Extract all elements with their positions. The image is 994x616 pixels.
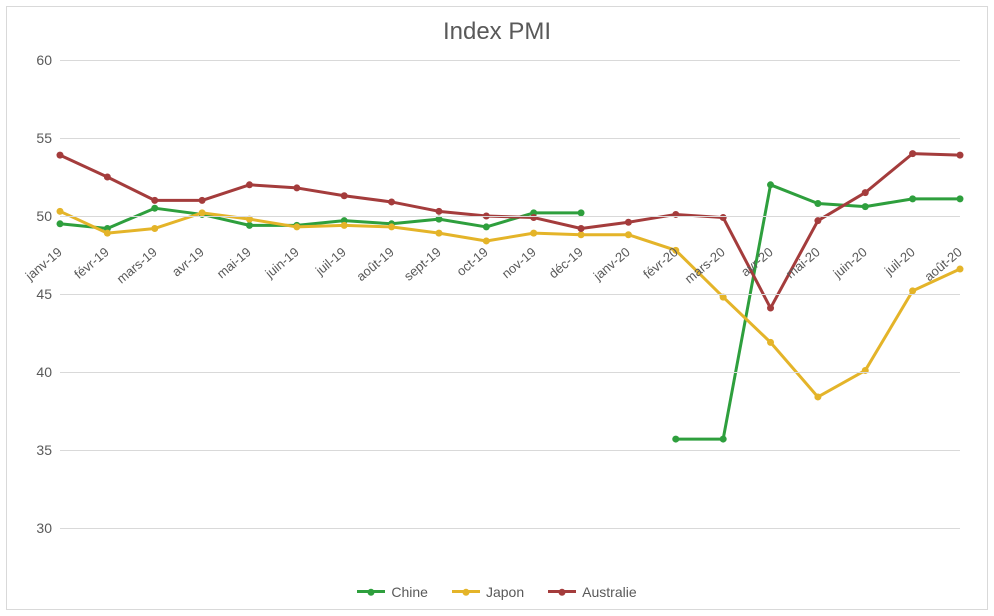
series-marker [578, 231, 585, 238]
legend-item-chine: Chine [357, 584, 428, 600]
series-marker [909, 150, 916, 157]
series-marker [814, 200, 821, 207]
y-tick-label: 50 [36, 208, 60, 224]
series-marker [435, 230, 442, 237]
legend-label: Chine [391, 584, 428, 600]
legend-swatch [357, 590, 385, 593]
y-tick-label: 30 [36, 520, 60, 536]
series-marker [483, 237, 490, 244]
gridline [60, 372, 960, 373]
series-marker [246, 222, 253, 229]
series-marker [104, 174, 111, 181]
series-marker [199, 197, 206, 204]
chart-container: Index PMI 30354045505560janv-19févr-19ma… [0, 0, 994, 616]
series-marker [388, 198, 395, 205]
series-line-chine [60, 185, 960, 439]
series-marker [767, 339, 774, 346]
series-marker [625, 231, 632, 238]
series-marker [483, 223, 490, 230]
series-marker [151, 197, 158, 204]
series-marker [862, 189, 869, 196]
series-marker [814, 393, 821, 400]
series-marker [767, 305, 774, 312]
series-marker [957, 266, 964, 273]
gridline [60, 216, 960, 217]
gridline [60, 138, 960, 139]
series-marker [293, 184, 300, 191]
series-marker [341, 192, 348, 199]
legend-swatch [452, 590, 480, 593]
legend-item-japon: Japon [452, 584, 524, 600]
series-marker [151, 205, 158, 212]
y-tick-label: 35 [36, 442, 60, 458]
series-marker [435, 208, 442, 215]
series-line-japon [60, 211, 960, 397]
series-marker [104, 230, 111, 237]
y-tick-label: 40 [36, 364, 60, 380]
series-marker [578, 225, 585, 232]
series-marker [814, 217, 821, 224]
series-marker [957, 195, 964, 202]
y-tick-label: 60 [36, 52, 60, 68]
legend-item-australie: Australie [548, 584, 636, 600]
series-marker [672, 436, 679, 443]
series-marker [720, 436, 727, 443]
series-marker [530, 230, 537, 237]
series-marker [246, 181, 253, 188]
legend-label: Australie [582, 584, 636, 600]
gridline [60, 528, 960, 529]
series-marker [151, 225, 158, 232]
gridline [60, 60, 960, 61]
series-marker [293, 223, 300, 230]
gridline [60, 450, 960, 451]
series-marker [388, 223, 395, 230]
y-tick-label: 45 [36, 286, 60, 302]
chart-title: Index PMI [0, 18, 994, 46]
series-line-australie [60, 154, 960, 308]
series-marker [957, 152, 964, 159]
legend: Chine Japon Australie [0, 580, 994, 600]
series-marker [909, 195, 916, 202]
series-marker [341, 222, 348, 229]
plot-area: 30354045505560janv-19févr-19mars-19avr-1… [60, 60, 960, 528]
legend-label: Japon [486, 584, 524, 600]
y-tick-label: 55 [36, 130, 60, 146]
legend-swatch [548, 590, 576, 593]
series-marker [767, 181, 774, 188]
series-marker [862, 203, 869, 210]
series-marker [57, 152, 64, 159]
gridline [60, 294, 960, 295]
series-marker [625, 219, 632, 226]
